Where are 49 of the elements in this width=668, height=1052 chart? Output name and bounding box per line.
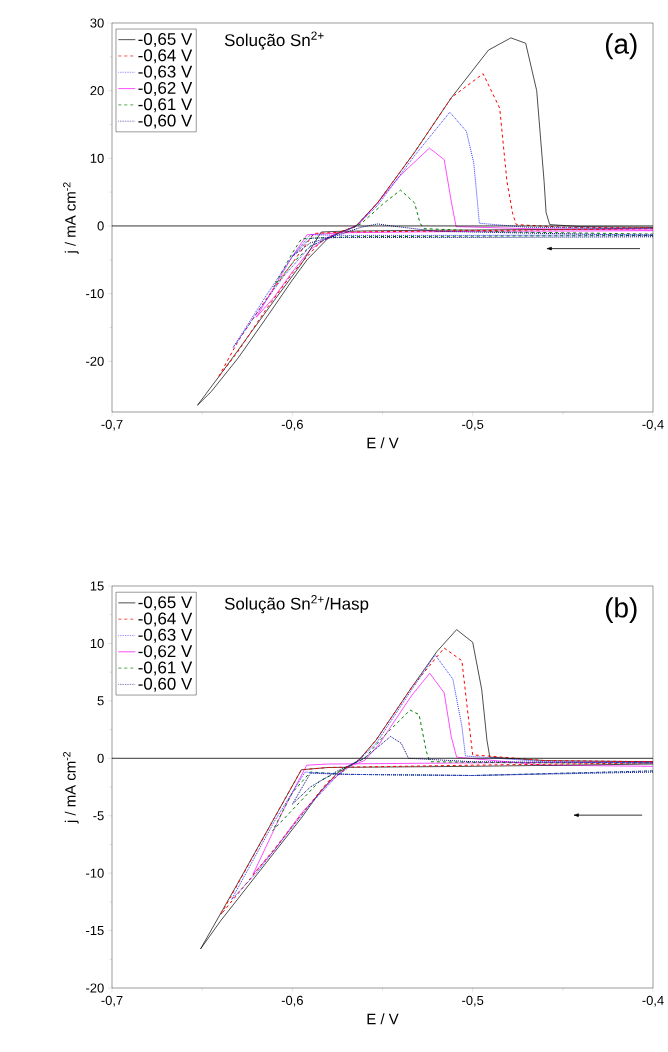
legend-label: -0,62 V [138,645,193,660]
line-series [232,111,654,349]
legend-label: -0,61 V [138,98,193,113]
line-series [272,709,654,832]
y-tick-label: 0 [97,221,104,231]
y-tick-label: -20 [86,356,104,366]
y-tick-label: -10 [86,289,104,299]
annotation: (b) [605,597,637,624]
legend-label: -0,60 V [138,677,193,692]
y-tick-label: 20 [90,86,104,96]
line-series [291,223,654,257]
annotation: (a) [605,33,637,60]
legend-label: -0,61 V [138,661,193,676]
legend-label: -0,63 V [138,628,193,643]
legend-label: -0,65 V [138,33,193,47]
y-tick-label: 0 [97,753,104,763]
x-tick-label: -0,5 [462,419,484,431]
annotation: Solução Sn$^{2+}$/Hasp [224,595,369,614]
y-tick-label: 30 [90,18,104,28]
legend-label: -0,62 V [138,81,193,96]
y-tick-label: -10 [86,868,104,878]
y-tick-label: -15 [86,926,104,936]
x-axis-title: E / V [367,1013,399,1025]
x-tick-label: -0,4 [642,995,664,1007]
legend-label: -0,63 V [138,65,193,80]
x-tick-label: -0,4 [642,419,664,431]
x-tick-label: -0,7 [101,419,123,431]
legend-label: -0,60 V [138,114,193,129]
y-tick-label: 5 [97,696,104,706]
line-series [217,73,654,378]
y-tick-label: -5 [93,811,104,821]
annotation: Solução Sn$^{2+}$ [224,31,324,50]
x-tick-label: -0,6 [281,419,303,431]
y-tick-label: 10 [90,638,104,649]
y-tick-label: 15 [90,581,104,591]
line-series [252,672,654,875]
y-axis-title: j / mA cm$^{-2}$ [63,752,79,824]
legend-label: -0,64 V [138,612,193,627]
line-series [255,147,654,318]
x-tick-label: -0,5 [462,995,484,1007]
y-axis-title: j / mA cm$^{-2}$ [63,182,79,254]
line-series [273,189,654,288]
y-tick-label: 10 [90,153,104,163]
x-axis-title: E / V [367,437,399,449]
legend-label: -0,65 V [138,596,193,611]
x-tick-label: -0,6 [281,995,303,1007]
x-tick-label: -0,7 [101,995,123,1007]
legend-label: -0,64 V [138,49,193,64]
y-tick-label: -20 [86,983,104,993]
